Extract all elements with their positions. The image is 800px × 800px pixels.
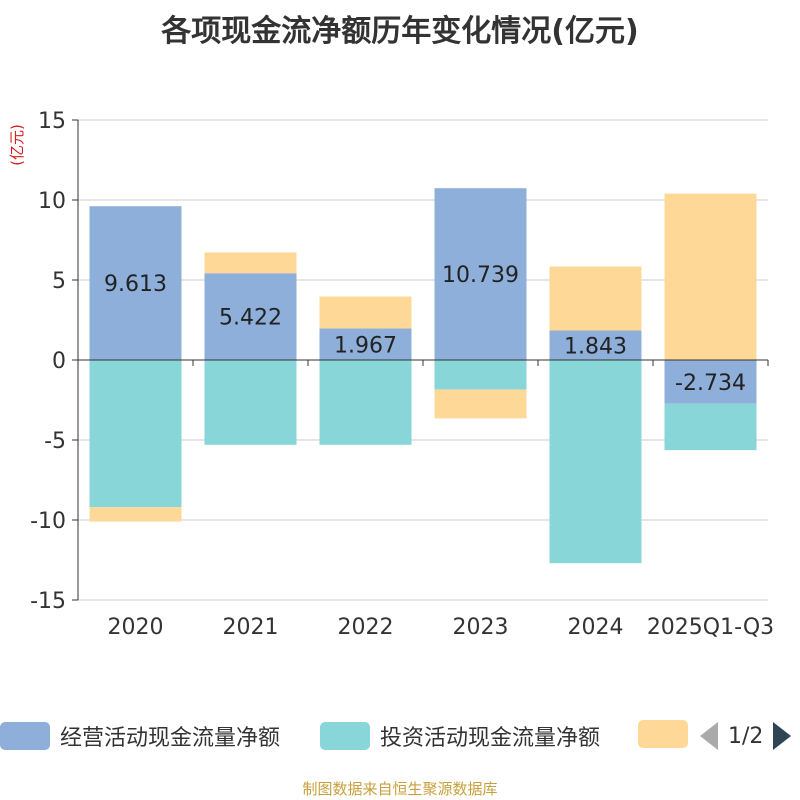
- bar-segment[interactable]: [434, 360, 527, 390]
- bar-segment[interactable]: [664, 193, 757, 360]
- chart-area: 15 10 5 0 -5 -10 -15 2020 2021 2022 2023 2024 2025Q1…: [8, 109, 774, 640]
- bar-segment[interactable]: [204, 252, 297, 274]
- bar-segment[interactable]: [319, 360, 412, 445]
- bar-segment[interactable]: [89, 507, 182, 522]
- bar-value-label: 1.967: [334, 333, 397, 358]
- y-tick-label: -5: [44, 429, 66, 454]
- source-footer: 制图数据来自恒生聚源数据库: [302, 780, 498, 798]
- chart-title: 各项现金流净额历年变化情况(亿元): [161, 14, 639, 49]
- bar-value-label: 9.613: [104, 272, 167, 297]
- legend-item-operating[interactable]: 经营活动现金流量净额: [0, 720, 280, 752]
- bar-segment[interactable]: [89, 360, 182, 508]
- bar-segment[interactable]: [549, 360, 642, 564]
- legend-page-number: 1/2: [728, 723, 764, 749]
- y-tick-label: -15: [30, 589, 66, 614]
- bar-segment[interactable]: [319, 296, 412, 329]
- legend-label-operating: 经营活动现金流量净额: [60, 726, 281, 751]
- y-tick-label: 15: [38, 109, 66, 134]
- bar-value-label: -2.734: [675, 371, 746, 396]
- x-tick-label: 2022: [338, 615, 394, 640]
- legend-item-financing[interactable]: [638, 720, 688, 748]
- bars: [89, 188, 757, 564]
- bar-segment[interactable]: [89, 206, 182, 360]
- x-tick-label: 2020: [108, 615, 164, 640]
- x-tick-label: 2023: [453, 615, 509, 640]
- bar-value-label: 5.422: [219, 306, 282, 331]
- legend-pager: 1/2: [700, 716, 792, 756]
- y-axis-unit-label: (亿元): [8, 124, 26, 166]
- legend-next-icon[interactable]: [773, 722, 792, 750]
- legend-label-investing: 投资活动现金流量净额: [380, 726, 601, 751]
- bar-segment[interactable]: [204, 360, 297, 445]
- bar-segment[interactable]: [664, 403, 757, 451]
- bar-value-label: 1.843: [564, 334, 627, 359]
- bar-segment[interactable]: [549, 330, 642, 360]
- x-tick-label: 2021: [223, 615, 279, 640]
- legend-swatch-investing: [320, 722, 370, 750]
- legend-item-investing[interactable]: 投资活动现金流量净额: [320, 720, 600, 752]
- axes: 15 10 5 0 -5 -10 -15 2020 2021 2022 2023 2024 2025Q1…: [8, 109, 774, 640]
- bar-segment[interactable]: [434, 188, 527, 360]
- y-tick-label: 10: [38, 189, 66, 214]
- y-tick-label: -10: [30, 509, 66, 534]
- y-tick-label: 0: [52, 349, 66, 374]
- y-tick-label: 5: [52, 269, 66, 294]
- x-tick-label: 2024: [568, 615, 624, 640]
- bar-segment[interactable]: [204, 273, 297, 360]
- bar-segment[interactable]: [549, 266, 642, 331]
- legend-swatch-financing: [638, 720, 688, 748]
- x-tick-label: 2025Q1-Q3: [647, 615, 774, 640]
- legend-prev-icon[interactable]: [700, 722, 718, 750]
- bar-segment[interactable]: [319, 328, 412, 360]
- bar-segment[interactable]: [434, 389, 527, 419]
- data-labels: 9.613 5.422 1.967 10.739 1.843 -2.734: [104, 263, 746, 396]
- legend-swatch-operating: [0, 722, 50, 750]
- legend: 经营活动现金流量净额 投资活动现金流量净额 1/2: [0, 716, 800, 756]
- bar-segment[interactable]: [664, 360, 757, 404]
- bar-value-label: 10.739: [442, 263, 519, 288]
